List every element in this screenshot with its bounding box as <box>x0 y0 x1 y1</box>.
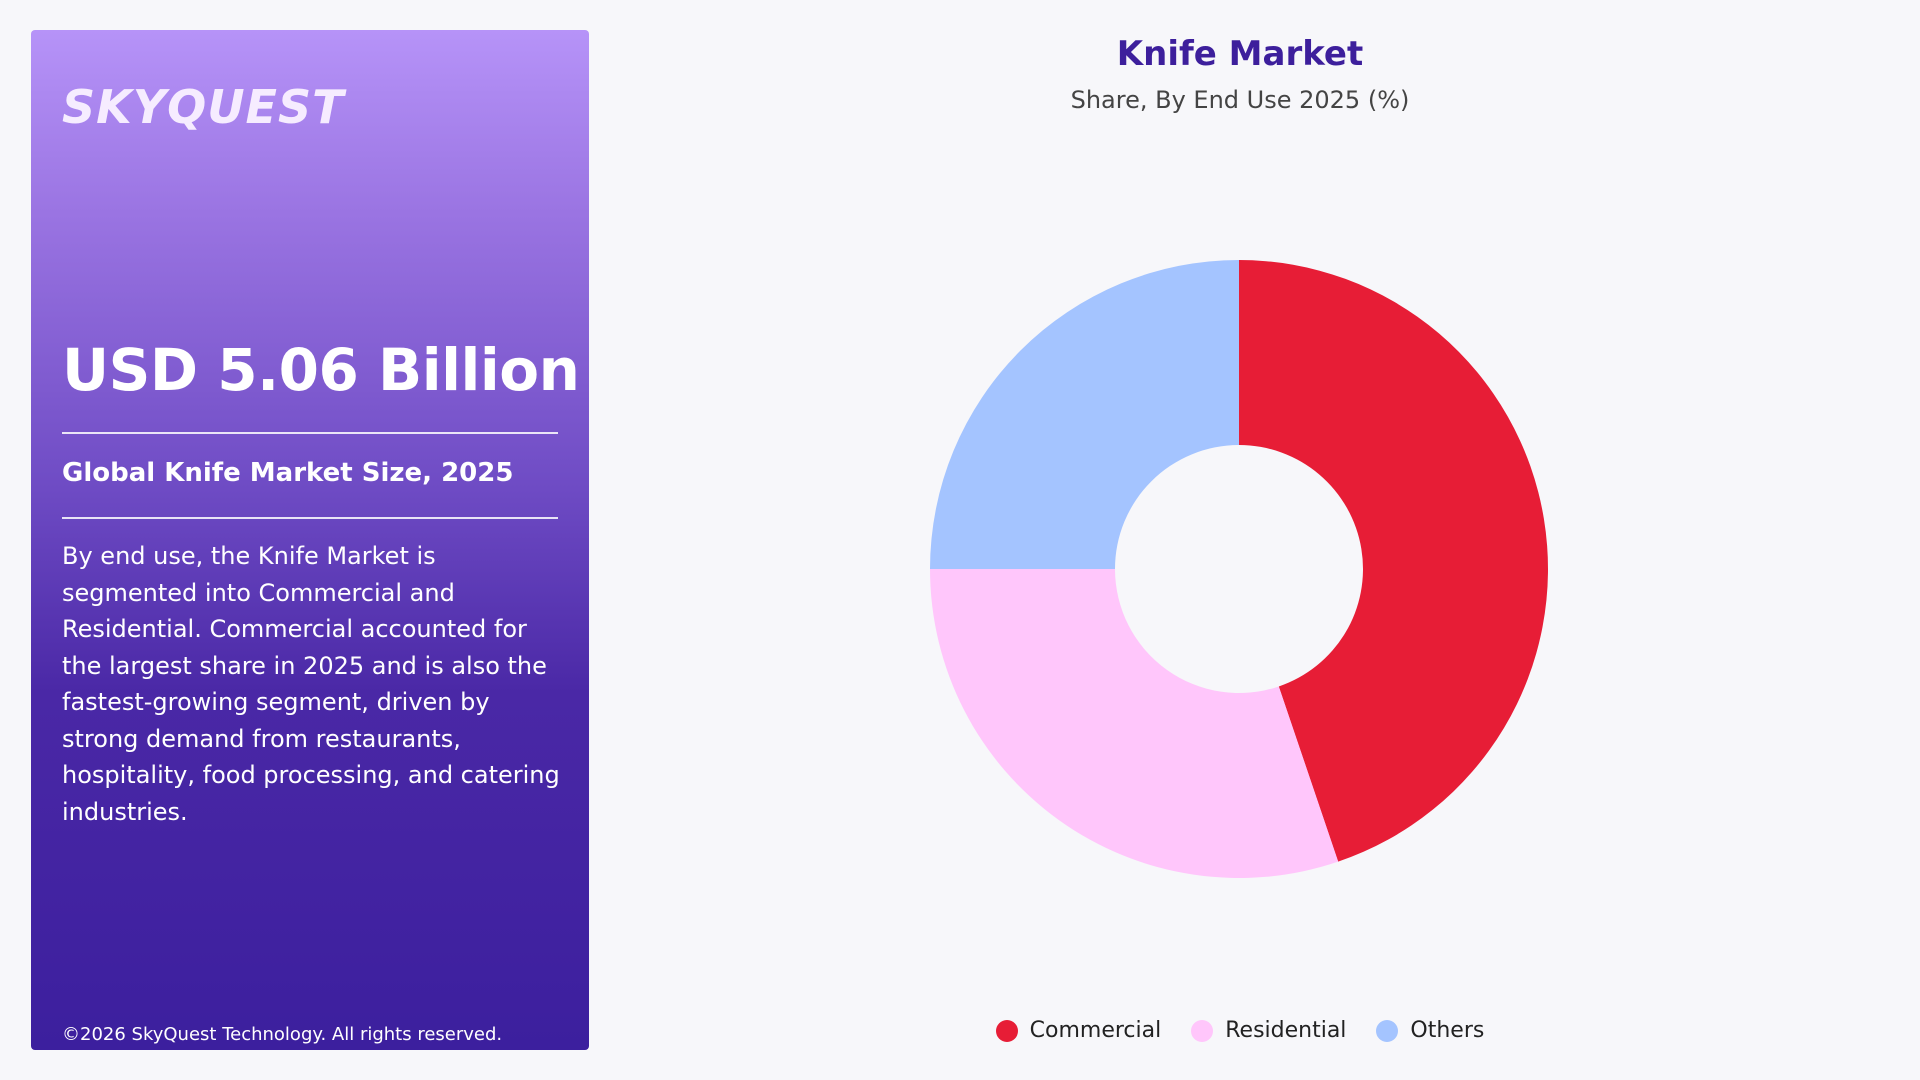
donut-slice-commercial <box>1239 260 1549 862</box>
divider <box>62 432 558 434</box>
market-size-value: USD 5.06 Billion <box>62 336 580 404</box>
legend-item-commercial: Commercial <box>995 1018 1162 1043</box>
skyquest-logo: SKYQUEST <box>62 80 345 134</box>
legend-item-residential: Residential <box>1191 1018 1346 1043</box>
donut-slice-residential <box>930 569 1339 879</box>
legend-label: Commercial <box>1029 1018 1162 1043</box>
donut-chart <box>930 260 1549 879</box>
legend-swatch <box>1376 1019 1399 1042</box>
copyright-text: ©2026 SkyQuest Technology. All rights re… <box>62 1024 503 1045</box>
legend-label: Residential <box>1225 1018 1347 1043</box>
legend-swatch <box>1191 1019 1214 1042</box>
legend-swatch <box>995 1019 1018 1042</box>
legend-label: Others <box>1410 1018 1485 1043</box>
segment-description: By end use, the Knife Market is segmente… <box>62 542 560 826</box>
divider <box>62 517 558 519</box>
donut-slice-others <box>930 260 1239 569</box>
side-panel: SKYQUEST USD 5.06 Billion Global Knife M… <box>31 30 589 1050</box>
chart-title: Knife Market <box>1116 34 1364 74</box>
market-size-label: Global Knife Market Size, 2025 <box>62 458 514 488</box>
chart-subtitle: Share, By End Use 2025 (%) <box>1070 86 1410 114</box>
legend-item-others: Others <box>1376 1018 1484 1043</box>
chart-legend: Commercial Residential Others <box>640 1018 1840 1043</box>
